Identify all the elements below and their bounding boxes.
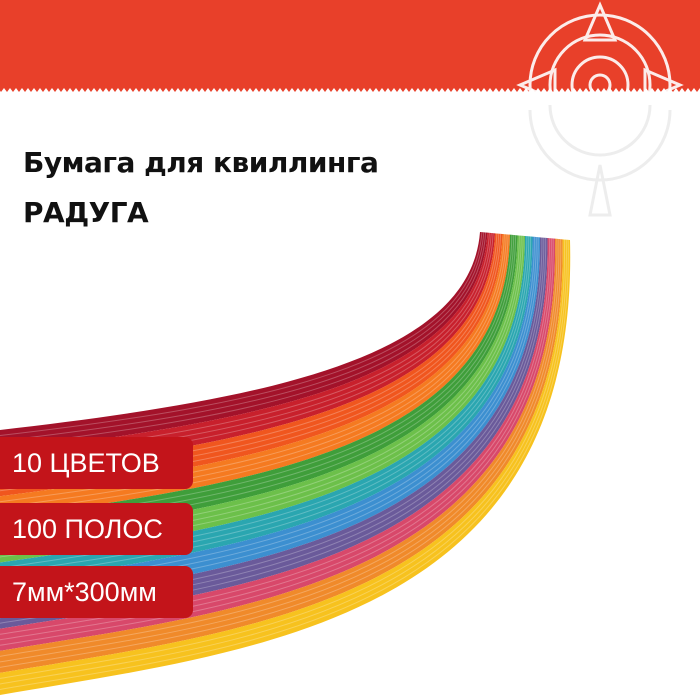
product-title: Бумага для квиллинга (23, 146, 379, 179)
strip-line (0, 238, 552, 641)
strip-line (0, 232, 483, 437)
strip-band (0, 234, 518, 541)
strip-line (0, 232, 485, 442)
strip-line (0, 234, 509, 514)
strip-line (0, 236, 530, 575)
product-subtitle: РАДУГА (23, 196, 149, 229)
badge-strips-count: 100 ПОЛОС (0, 503, 193, 555)
strip-line (0, 238, 560, 663)
strip-line (0, 239, 562, 668)
sun-ornament-icon (516, 1, 684, 217)
strip-line (0, 239, 567, 685)
strip-line (0, 238, 554, 646)
strip-line (0, 236, 532, 580)
strip-line (0, 239, 565, 679)
strip-line (0, 238, 558, 657)
header-banner (0, 0, 700, 92)
strip-band (0, 234, 510, 519)
strip-line (0, 232, 487, 448)
strip-band (0, 236, 533, 585)
strip-line (0, 234, 507, 508)
strip-line (0, 239, 569, 690)
badge-colors-count: 10 ЦВЕТОВ (0, 437, 193, 489)
strip-band (0, 232, 488, 453)
strip-band (0, 235, 525, 563)
badge-strip-size: 7мм*300мм (0, 566, 193, 618)
